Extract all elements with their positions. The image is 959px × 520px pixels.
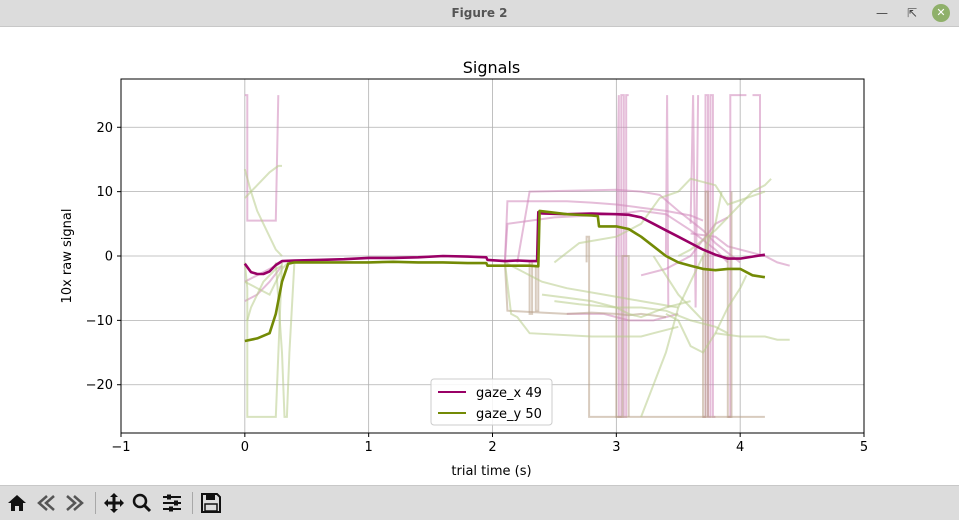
background-trace — [640, 216, 729, 277]
y-tick-label: 10 — [96, 185, 113, 200]
x-tick-label: 2 — [488, 440, 496, 455]
zoom-icon[interactable] — [129, 491, 155, 515]
background-trace — [503, 200, 704, 263]
background-trace — [274, 262, 296, 418]
window-title: Figure 2 — [451, 6, 508, 20]
y-tick-label: −10 — [86, 314, 113, 329]
legend-label-gaze-y: gaze_y 50 — [476, 407, 542, 422]
legend-label-gaze-x: gaze_x 49 — [476, 386, 542, 401]
x-tick-label: 0 — [241, 440, 249, 455]
minimize-icon[interactable]: — — [876, 6, 888, 20]
window-titlebar: Figure 2 — ⇱ ✕ — [0, 0, 959, 27]
forward-icon[interactable] — [62, 491, 88, 515]
maximize-icon[interactable]: ⇱ — [906, 6, 918, 20]
x-tick-label: 4 — [736, 440, 744, 455]
toolbar-separator — [192, 492, 193, 514]
background-trace — [640, 191, 723, 418]
background-trace — [504, 261, 679, 309]
background-trace — [726, 191, 733, 418]
background-trace — [689, 95, 700, 308]
home-icon[interactable] — [4, 491, 30, 515]
background-trace — [665, 274, 748, 354]
toolbar-separator — [95, 492, 96, 514]
close-icon[interactable]: ✕ — [932, 4, 950, 22]
background-traces — [243, 94, 790, 418]
x-axis-label: trial time (s) — [451, 464, 531, 479]
background-trace — [664, 95, 670, 308]
background-trace — [243, 168, 283, 257]
background-trace — [244, 164, 282, 199]
background-trace — [528, 262, 534, 315]
background-trace — [553, 177, 766, 264]
configure-subplots-icon[interactable] — [159, 491, 185, 515]
y-tick-label: 20 — [96, 121, 113, 136]
background-trace — [243, 262, 283, 418]
background-trace — [503, 262, 667, 319]
pan-icon[interactable] — [101, 491, 127, 515]
navigation-toolbar — [0, 485, 959, 520]
back-icon[interactable] — [33, 491, 59, 515]
background-trace — [244, 94, 280, 222]
x-tick-label: −1 — [111, 440, 130, 455]
y-tick-label: −20 — [86, 378, 113, 393]
background-trace — [702, 190, 709, 418]
background-trace — [503, 262, 679, 338]
y-axis-label: 10x raw signal — [60, 209, 75, 304]
x-tick-label: 1 — [365, 440, 373, 455]
y-tick-label: 0 — [105, 250, 113, 265]
background-trace — [516, 188, 741, 264]
series-line-gaze-x — [243, 210, 766, 276]
background-trace — [715, 332, 790, 341]
series-layer — [243, 209, 766, 343]
background-trace — [752, 94, 765, 257]
save-icon[interactable] — [198, 491, 224, 515]
x-tick-label: 3 — [612, 440, 620, 455]
chart-title: Signals — [463, 58, 520, 77]
series-line-gaze-y — [244, 209, 766, 343]
background-trace — [554, 300, 729, 335]
x-tick-label: 5 — [860, 440, 868, 455]
background-trace — [652, 255, 704, 322]
legend: gaze_x 49 gaze_y 50 — [430, 378, 553, 426]
background-trace — [541, 293, 691, 319]
background-trace — [244, 261, 289, 296]
